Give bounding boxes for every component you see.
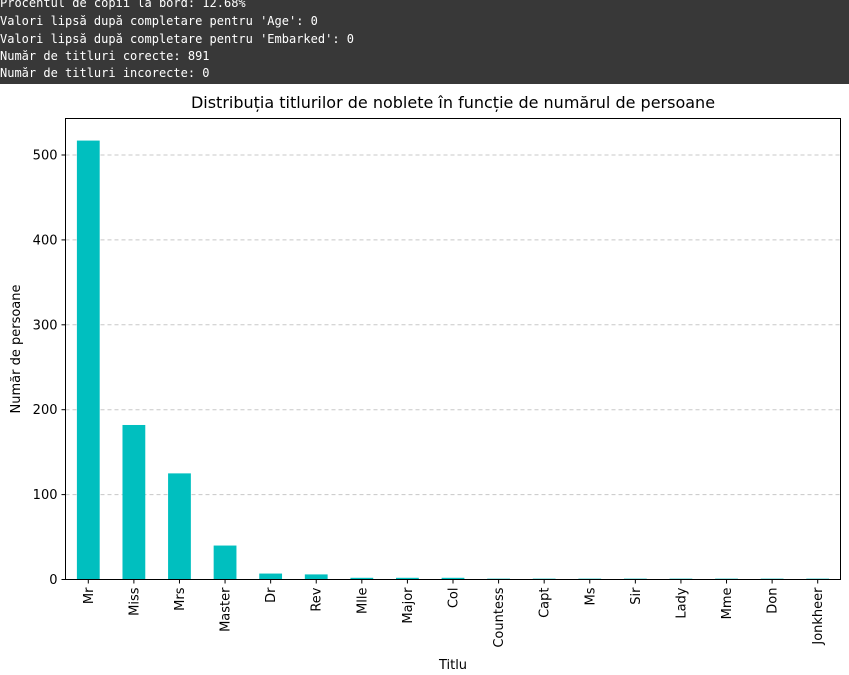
y-axis: 0 100 200 300 400 500 [33,149,66,588]
x-axis-label: Titlu [438,658,467,673]
y-tick-label: 500 [33,149,58,164]
bar-mlle [350,577,374,580]
x-tick-label: Mr [82,587,97,604]
bar-dr [259,573,283,580]
x-tick-label: Rev [310,587,325,611]
x-tick-label: Don [766,588,781,614]
x-tick-label: Jonkheer [811,587,826,646]
bar-miss [122,424,146,580]
bar-mr [76,140,100,580]
x-tick-label: Mlle [355,588,370,614]
bar-col [441,577,465,580]
console-line-incorrect-titles: Număr de titluri incorecte: 0 [0,66,210,80]
y-axis-label: Număr de persoane [9,285,24,414]
x-tick-label: Lady [674,587,689,618]
chart-title: Distribuția titlurilor de noblete în fun… [191,93,715,112]
console-line-age-missing: Valori lipsă după completare pentru 'Age… [0,14,318,28]
x-tick-label: Mrs [173,587,188,611]
y-tick-label: 0 [49,573,57,588]
console-line-children-percent: Procentul de copii la bord: 12.68% [0,0,246,10]
console-line-embarked-missing: Valori lipsă după completare pentru 'Emb… [0,32,355,46]
bar-mrs [168,473,191,580]
bars [76,140,830,580]
console-output: Procentul de copii la bord: 12.68% Valor… [0,0,849,84]
x-tick-label: Sir [629,587,644,605]
x-axis: Mr Miss Mrs Master Dr Rev Mlle Major Col Countess… [82,579,826,648]
x-tick-label: Mme [720,588,735,620]
x-tick-label: Col [447,588,462,609]
console-line-correct-titles: Număr de titluri corecte: 891 [0,49,210,63]
x-tick-label: Dr [264,587,279,603]
x-tick-label: Ms [583,587,598,605]
x-tick-label: Miss [127,587,142,616]
x-tick-label: Major [401,587,416,624]
x-tick-label: Capt [538,588,553,618]
y-tick-label: 300 [33,318,58,333]
x-tick-label: Master [219,587,234,632]
y-tick-label: 400 [33,233,58,248]
gridlines [65,154,841,496]
bar-master [213,545,237,580]
bar-major [396,577,419,580]
y-tick-label: 100 [33,488,58,503]
bar-chart: Distribuția titlurilor de noblete în fun… [9,93,841,673]
bar-rev [304,574,328,580]
y-tick-label: 200 [33,403,58,418]
x-tick-label: Countess [492,587,507,647]
